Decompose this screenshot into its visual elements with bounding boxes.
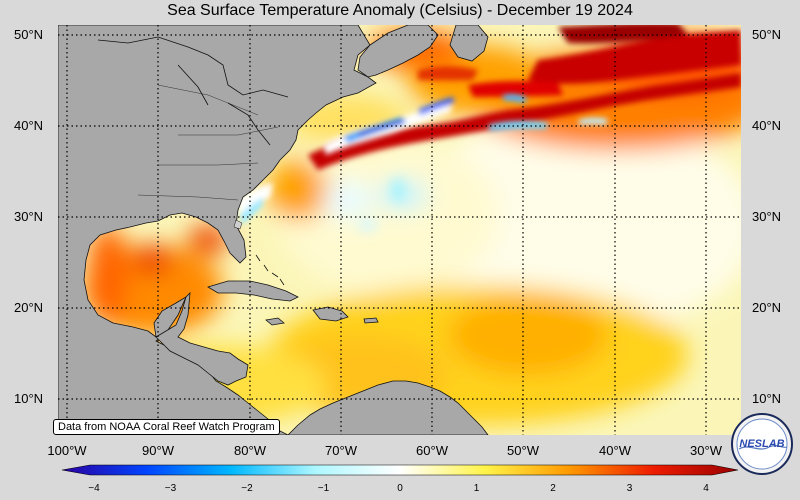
colorbar-tick-label: 2 — [550, 483, 556, 494]
lat-label-20n-right: 20°N — [752, 300, 782, 315]
hispaniola — [312, 306, 349, 322]
lat-label-10n-right: 10°N — [752, 391, 782, 406]
land-masses — [58, 25, 489, 435]
colorbar-tick-label: 0 — [397, 483, 403, 494]
cuba — [207, 280, 299, 302]
south-america-land — [287, 380, 489, 435]
colorbar-tick-label: −3 — [164, 483, 177, 494]
lat-label-40n-left: 40°N — [14, 118, 44, 133]
colorbar-tick-label: −1 — [317, 483, 330, 494]
yucatan-central-america — [155, 291, 249, 386]
map-canvas — [58, 25, 741, 435]
lon-label-30w: 30°W — [690, 443, 722, 458]
graticule — [58, 25, 741, 435]
data-source-note: Data from NOAA Coral Reef Watch Program — [53, 419, 280, 435]
lon-label-90w: 90°W — [142, 443, 174, 458]
colorbar-tick-label: −2 — [241, 483, 253, 494]
lat-label-30n-right: 30°N — [752, 209, 782, 224]
colorbar-body — [61, 464, 739, 476]
lon-label-70w: 70°W — [325, 443, 357, 458]
florida-lake — [233, 219, 243, 230]
lat-label-40n-right: 40°N — [752, 118, 782, 133]
newfoundland-island — [449, 25, 489, 62]
lat-label-10n-left: 10°N — [14, 391, 44, 406]
state-borders — [137, 84, 279, 201]
lat-label-50n-left: 50°N — [14, 27, 44, 42]
lon-label-50w: 50°W — [507, 443, 539, 458]
colorbar-tick-label: 3 — [626, 483, 633, 494]
jamaica — [265, 317, 285, 326]
lat-label-50n-right: 50°N — [752, 27, 782, 42]
colorbar-tick-label: 1 — [473, 483, 480, 494]
lat-label-20n-left: 20°N — [14, 300, 44, 315]
map-title: Sea Surface Temperature Anomaly (Celsius… — [167, 2, 633, 19]
colorbar — [61, 464, 739, 476]
colorbar-tick-label: 4 — [703, 483, 709, 494]
lon-label-80w: 80°W — [234, 443, 266, 458]
puerto-rico — [363, 317, 379, 324]
lat-label-30n-left: 30°N — [14, 209, 44, 224]
great-lakes-coast — [97, 36, 289, 146]
neslab-logo: NESLAB — [731, 413, 793, 475]
logo-text: NESLAB — [739, 438, 784, 450]
sst-anomaly-map — [58, 25, 741, 435]
lon-label-40w: 40°W — [599, 443, 631, 458]
lon-label-60w: 60°W — [416, 443, 448, 458]
newfoundland-nova-scotia — [357, 25, 439, 78]
bahamas — [255, 254, 285, 286]
colorbar-tick-label: −4 — [88, 483, 100, 494]
lon-label-100w: 100°W — [47, 443, 87, 458]
